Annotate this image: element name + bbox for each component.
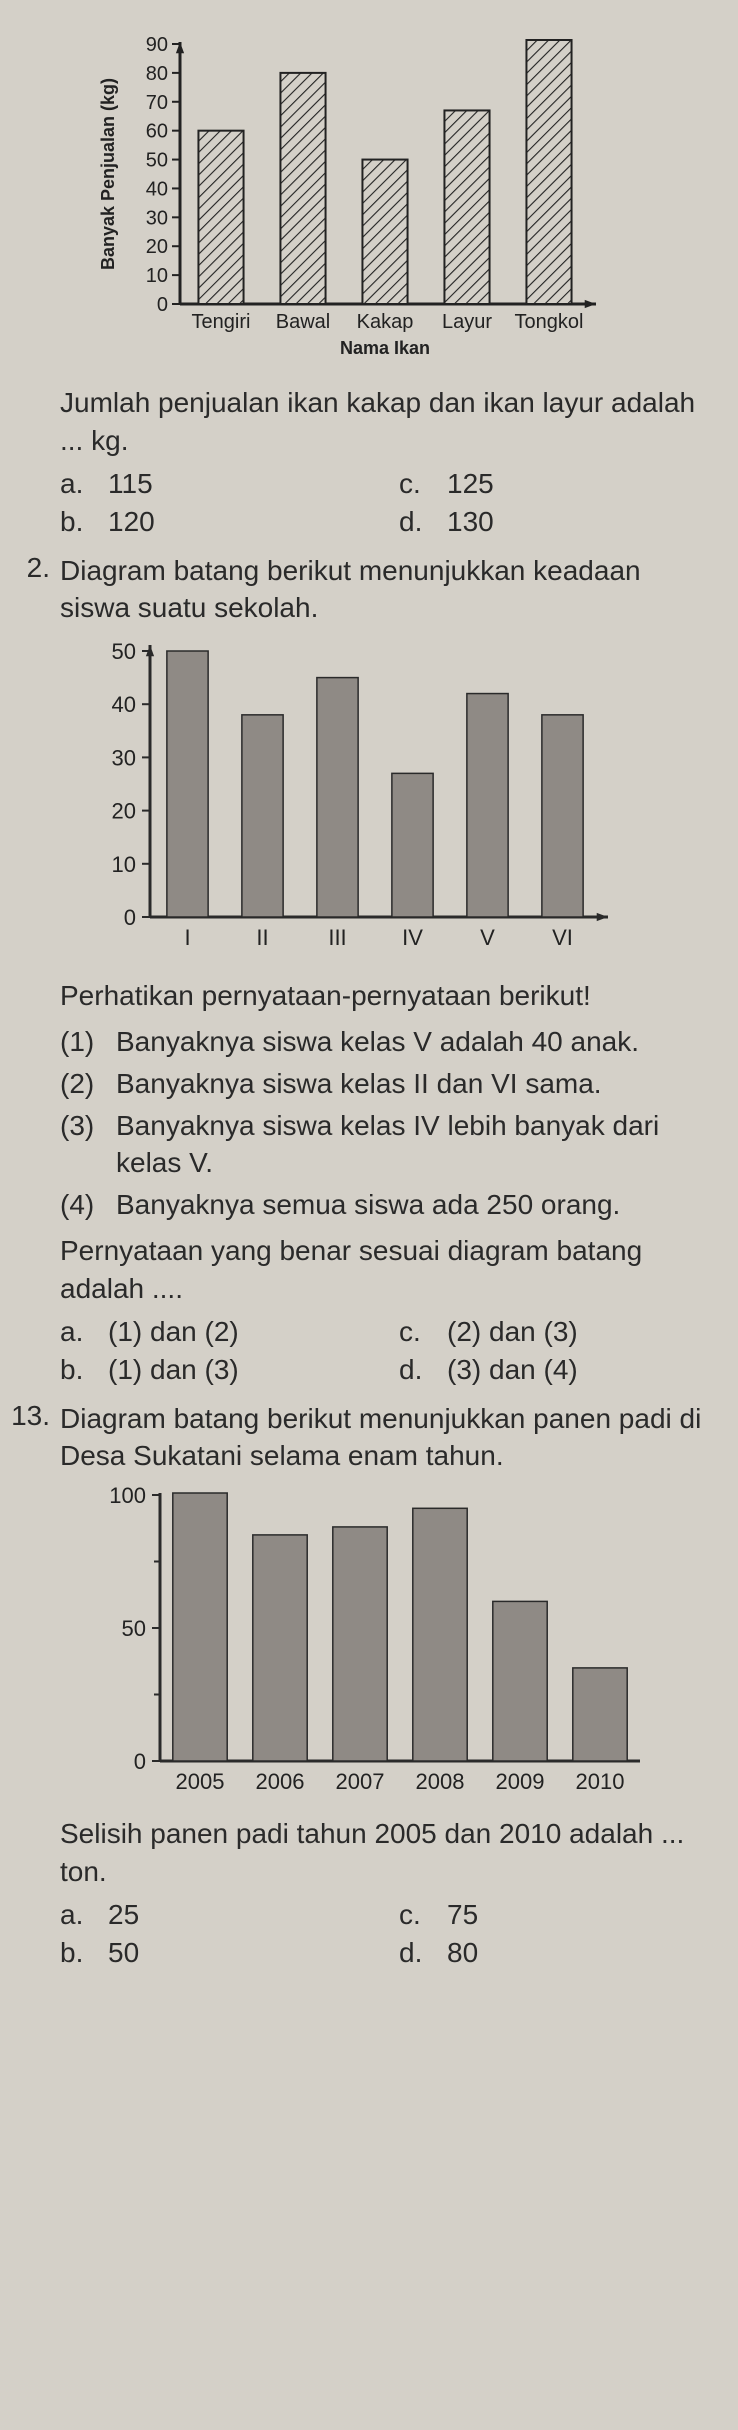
q2-stmt-intro: Perhatikan pernyataan-pernyataan berikut… [60, 977, 708, 1015]
q13-options: a.25 c.75 b.50 d.80 [60, 1899, 708, 1969]
svg-text:2006: 2006 [256, 1769, 305, 1794]
q2-question: Pernyataan yang benar sesuai diagram bat… [60, 1232, 708, 1308]
svg-text:0: 0 [157, 294, 168, 316]
q2-option-b: b.(1) dan (3) [60, 1354, 369, 1386]
q1-option-b: b.120 [60, 506, 369, 538]
question-2: 2. Diagram batang berikut menunjukkan ke… [60, 552, 708, 1386]
svg-text:90: 90 [146, 34, 168, 56]
svg-text:I: I [184, 925, 190, 950]
svg-text:30: 30 [112, 746, 136, 771]
svg-text:2007: 2007 [336, 1769, 385, 1794]
svg-text:Kakap: Kakap [357, 311, 414, 333]
svg-text:Nama Ikan: Nama Ikan [340, 338, 430, 358]
svg-text:2005: 2005 [176, 1769, 225, 1794]
svg-text:2010: 2010 [576, 1769, 625, 1794]
q2-statement: (4)Banyaknya semua siswa ada 250 orang. [60, 1186, 708, 1224]
rice-harvest-chart: 0 50 100 2005 2006 2007 2008 2009 2010 [90, 1485, 708, 1805]
svg-text:IV: IV [402, 925, 423, 950]
svg-text:2009: 2009 [496, 1769, 545, 1794]
svg-text:40: 40 [112, 692, 136, 717]
q2-number: 2. [0, 552, 50, 584]
svg-text:Layur: Layur [442, 311, 492, 333]
svg-text:10: 10 [112, 852, 136, 877]
svg-text:III: III [328, 925, 346, 950]
q2-statement: (3)Banyaknya siswa kelas IV lebih banyak… [60, 1107, 708, 1183]
q13-intro: Diagram batang berikut menunjukkan panen… [60, 1400, 708, 1476]
svg-text:2008: 2008 [416, 1769, 465, 1794]
question-1: 0 10 20 30 40 50 60 70 80 90 Banyak Penjualan (kg)… [60, 34, 708, 538]
q2-statement: (1)Banyaknya siswa kelas V adalah 40 ana… [60, 1023, 708, 1061]
q13-option-b: b.50 [60, 1937, 369, 1969]
svg-text:20: 20 [112, 799, 136, 824]
svg-text:0: 0 [134, 1749, 146, 1774]
svg-text:20: 20 [146, 236, 168, 258]
q1-option-d: d.130 [399, 506, 708, 538]
q13-number: 13. [0, 1400, 50, 1432]
svg-text:10: 10 [146, 265, 168, 287]
svg-text:0: 0 [124, 905, 136, 930]
q1-options: a.115 c.125 b.120 d.130 [60, 468, 708, 538]
q2-option-a: a.(1) dan (2) [60, 1316, 369, 1348]
q2-statement: (2)Banyaknya siswa kelas II dan VI sama. [60, 1065, 708, 1103]
svg-text:40: 40 [146, 178, 168, 200]
svg-text:Tengiri: Tengiri [192, 311, 251, 333]
svg-text:Tongkol: Tongkol [515, 311, 584, 333]
svg-text:50: 50 [122, 1616, 146, 1641]
q1-question: Jumlah penjualan ikan kakap dan ikan lay… [60, 384, 708, 460]
svg-text:V: V [480, 925, 495, 950]
q2-statements: (1)Banyaknya siswa kelas V adalah 40 ana… [60, 1023, 708, 1224]
svg-text:II: II [256, 925, 268, 950]
question-13: 13. Diagram batang berikut menunjukkan p… [60, 1400, 708, 1969]
student-class-chart: 01020304050IIIIIIIVVVI [90, 637, 708, 967]
svg-text:VI: VI [552, 925, 573, 950]
q13-option-a: a.25 [60, 1899, 369, 1931]
q2-option-c: c.(2) dan (3) [399, 1316, 708, 1348]
svg-text:50: 50 [146, 150, 168, 172]
svg-text:70: 70 [146, 92, 168, 114]
svg-text:Banyak Penjualan (kg): Banyak Penjualan (kg) [98, 78, 118, 270]
svg-text:100: 100 [109, 1485, 146, 1508]
svg-text:60: 60 [146, 121, 168, 143]
svg-text:30: 30 [146, 207, 168, 229]
fish-sales-chart: 0 10 20 30 40 50 60 70 80 90 Banyak Penjualan (kg)… [90, 34, 708, 374]
svg-text:Bawal: Bawal [276, 311, 330, 333]
q2-option-d: d.(3) dan (4) [399, 1354, 708, 1386]
q13-option-c: c.75 [399, 1899, 708, 1931]
q13-question: Selisih panen padi tahun 2005 dan 2010 a… [60, 1815, 708, 1891]
q2-intro: Diagram batang berikut menunjukkan keada… [60, 552, 708, 628]
q2-options: a.(1) dan (2) c.(2) dan (3) b.(1) dan (3… [60, 1316, 708, 1386]
q1-option-c: c.125 [399, 468, 708, 500]
q1-option-a: a.115 [60, 468, 369, 500]
svg-text:80: 80 [146, 63, 168, 85]
svg-text:50: 50 [112, 639, 136, 664]
q13-option-d: d.80 [399, 1937, 708, 1969]
